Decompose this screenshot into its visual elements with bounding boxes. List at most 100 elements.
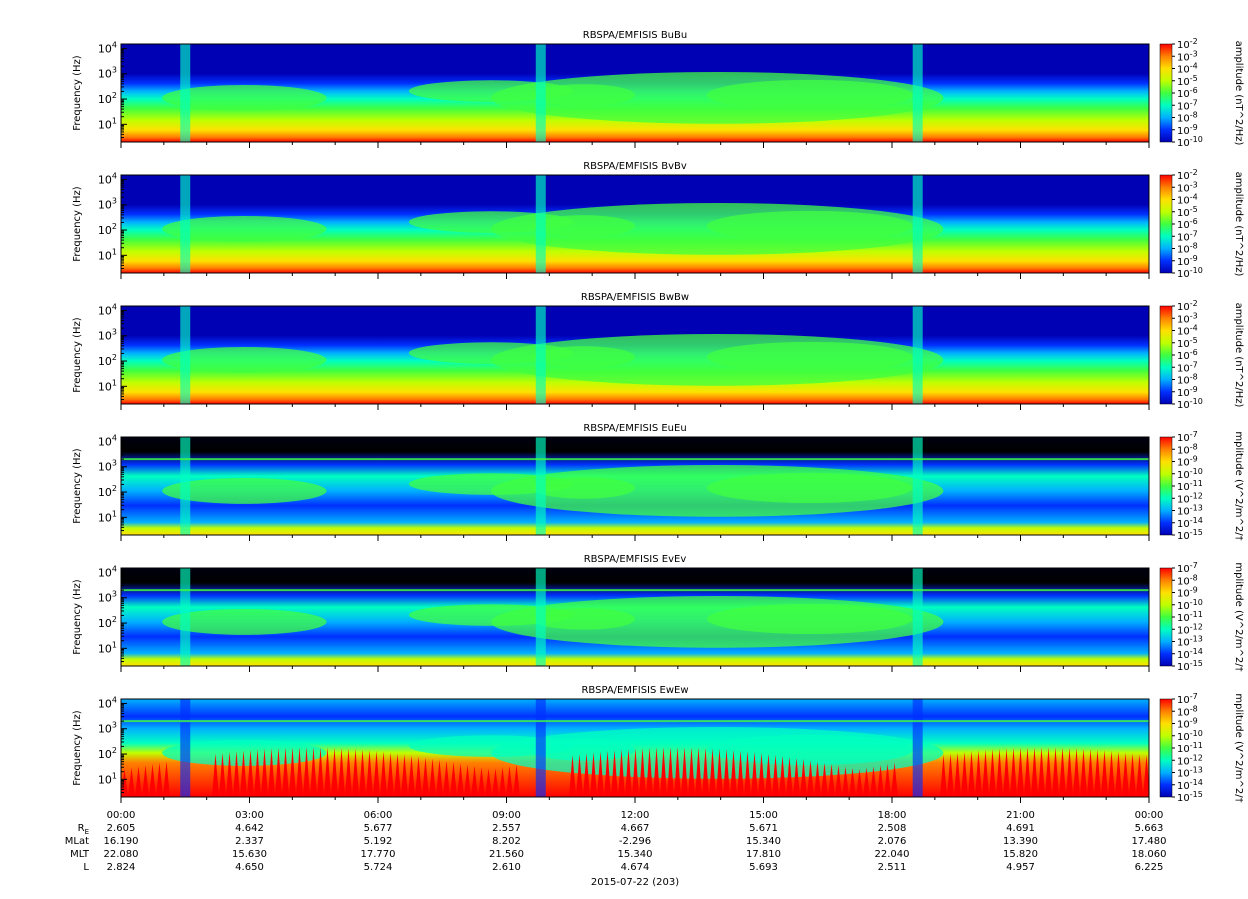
colorbar-tick-label: 10-8 bbox=[1177, 242, 1198, 256]
panel-title: RBSPA/EMFISIS BvBv bbox=[583, 161, 687, 172]
emission-region bbox=[706, 734, 913, 766]
panel-title: RBSPA/EMFISIS BuBu bbox=[583, 30, 687, 41]
x-tick-label: 12:00 bbox=[621, 810, 650, 821]
y-tick-label: 101 bbox=[98, 509, 117, 524]
y-tick-label: 102 bbox=[98, 222, 117, 237]
y-tick-label: 104 bbox=[98, 302, 117, 317]
perigee-crossing bbox=[535, 437, 546, 535]
colorbar-tick-label: 10-7 bbox=[1177, 430, 1198, 444]
y-axis-label: Frequency (Hz) bbox=[72, 317, 83, 393]
colorbar-scale bbox=[1159, 567, 1173, 667]
colorbar-tick-label: 10-15 bbox=[1177, 528, 1203, 542]
colorbar-tick-label: 10-8 bbox=[1177, 373, 1198, 387]
ephemeris-value: 4.667 bbox=[621, 823, 650, 834]
colorbar-tick-label: 10-3 bbox=[1177, 311, 1198, 325]
ephemeris-value: 16.190 bbox=[104, 836, 139, 847]
x-tick-label: 06:00 bbox=[364, 810, 393, 821]
colorbar-tick-label: 10-10 bbox=[1177, 397, 1203, 411]
colorbar: 10-210-310-410-510-610-710-810-910-10 amp… bbox=[1159, 37, 1244, 149]
perigee-crossing bbox=[912, 44, 923, 142]
ephemeris-value: 15.340 bbox=[746, 836, 781, 847]
ephemeris-value: 15.340 bbox=[618, 849, 653, 860]
y-tick-label: 102 bbox=[98, 91, 117, 106]
emission-region bbox=[162, 346, 327, 373]
ephemeris-value: 6.225 bbox=[1135, 862, 1164, 873]
colorbar-tick-label: 10-9 bbox=[1177, 717, 1198, 731]
ephemeris-value: 2.508 bbox=[878, 823, 907, 834]
emission-region bbox=[532, 477, 635, 499]
ephemeris-value: 5.671 bbox=[749, 823, 778, 834]
y-tick-label: 104 bbox=[98, 564, 117, 579]
ephemeris-value: 17.480 bbox=[1132, 836, 1167, 847]
y-tick-label: 101 bbox=[98, 640, 117, 655]
ephemeris-row-label: MLat bbox=[65, 836, 89, 847]
y-tick-label: 102 bbox=[98, 746, 117, 761]
narrowband-line bbox=[121, 458, 1149, 461]
ephemeris-value: 17.770 bbox=[361, 849, 396, 860]
ephemeris-value: 5.724 bbox=[364, 862, 393, 873]
colorbar-tick-label: 10-6 bbox=[1177, 348, 1198, 362]
y-tick-label: 104 bbox=[98, 40, 117, 55]
ephemeris-row-label: RE bbox=[78, 823, 89, 836]
y-axis-label: Frequency (Hz) bbox=[72, 710, 83, 786]
emission-region bbox=[706, 341, 913, 373]
x-tick-label: 03:00 bbox=[235, 810, 264, 821]
emission-region bbox=[706, 603, 913, 635]
colorbar: 10-210-310-410-510-610-710-810-910-10 amp… bbox=[1159, 168, 1244, 280]
perigee-crossing bbox=[180, 437, 191, 535]
panel-title: RBSPA/EMFISIS EuEu bbox=[583, 423, 686, 434]
colorbar-scale bbox=[1159, 174, 1173, 274]
colorbar-scale bbox=[1159, 43, 1173, 143]
colorbar-tick-label: 10-2 bbox=[1177, 37, 1198, 51]
spectrogram-panel: RBSPA/EMFISIS BvBv Frequency (Hz) 101 102 10… bbox=[72, 161, 1244, 280]
ephemeris-value: 4.674 bbox=[621, 862, 650, 873]
perigee-crossing bbox=[912, 175, 923, 273]
y-tick-label: 103 bbox=[98, 197, 117, 212]
colorbar-tick-label: 10-13 bbox=[1177, 504, 1203, 518]
emission-region bbox=[162, 608, 327, 635]
perigee-crossing bbox=[180, 175, 191, 273]
ephemeris-value: 5.693 bbox=[749, 862, 778, 873]
y-tick-label: 102 bbox=[98, 484, 117, 499]
spectrogram-panel: RBSPA/EMFISIS EvEv Frequency (Hz) 101 102 10… bbox=[72, 554, 1244, 673]
spectrogram-panel: RBSPA/EMFISIS EwEw Frequency (Hz) 101 102 10… bbox=[72, 685, 1244, 804]
ephemeris-value: 5.677 bbox=[364, 823, 393, 834]
spectrogram-panel: RBSPA/EMFISIS BuBu Frequency (Hz) 101 102 10… bbox=[72, 30, 1244, 149]
emission-region bbox=[532, 215, 635, 237]
perigee-crossing bbox=[912, 568, 923, 666]
perigee-crossing bbox=[912, 699, 923, 797]
colorbar-label: mplitude (V^2/m^2/† bbox=[1233, 693, 1244, 802]
colorbar-tick-label: 10-13 bbox=[1177, 766, 1203, 780]
y-tick-label: 103 bbox=[98, 721, 117, 736]
colorbar-tick-label: 10-7 bbox=[1177, 561, 1198, 575]
colorbar: 10-710-810-910-1010-1110-1210-1310-1410-… bbox=[1159, 561, 1244, 673]
panel-title: RBSPA/EMFISIS EvEv bbox=[584, 554, 687, 565]
y-axis-label: Frequency (Hz) bbox=[72, 55, 83, 131]
ephemeris-value: 2.337 bbox=[235, 836, 264, 847]
perigee-crossing bbox=[180, 699, 191, 797]
colorbar-tick-label: 10-9 bbox=[1177, 385, 1198, 399]
colorbar-tick-label: 10-8 bbox=[1177, 704, 1198, 718]
perigee-crossing bbox=[180, 306, 191, 404]
y-tick-label: 103 bbox=[98, 590, 117, 605]
colorbar-tick-label: 10-4 bbox=[1177, 324, 1198, 338]
colorbar-tick-label: 10-8 bbox=[1177, 442, 1198, 456]
emission-region bbox=[532, 608, 635, 630]
colorbar-tick-label: 10-2 bbox=[1177, 299, 1198, 313]
colorbar-label: mplitude (V^2/m^2/† bbox=[1233, 562, 1244, 671]
ephemeris-value: 21.560 bbox=[489, 849, 524, 860]
colorbar-scale bbox=[1159, 698, 1173, 798]
emission-region bbox=[162, 84, 327, 111]
colorbar-tick-label: 10-10 bbox=[1177, 135, 1203, 149]
ephemeris-value: -2.296 bbox=[619, 836, 651, 847]
perigee-crossing bbox=[180, 568, 191, 666]
ephemeris-value: 4.650 bbox=[235, 862, 264, 873]
x-tick-label: 21:00 bbox=[1006, 810, 1035, 821]
y-axis-label: Frequency (Hz) bbox=[72, 448, 83, 524]
colorbar-label: amplitude (nT^2/Hz) bbox=[1233, 303, 1244, 408]
ephemeris-value: 4.957 bbox=[1006, 862, 1035, 873]
colorbar-scale bbox=[1159, 436, 1173, 536]
spectrogram-panel: RBSPA/EMFISIS BwBw Frequency (Hz) 101 102 10… bbox=[72, 292, 1244, 411]
y-tick-label: 101 bbox=[98, 771, 117, 786]
colorbar-tick-label: 10-6 bbox=[1177, 86, 1198, 100]
